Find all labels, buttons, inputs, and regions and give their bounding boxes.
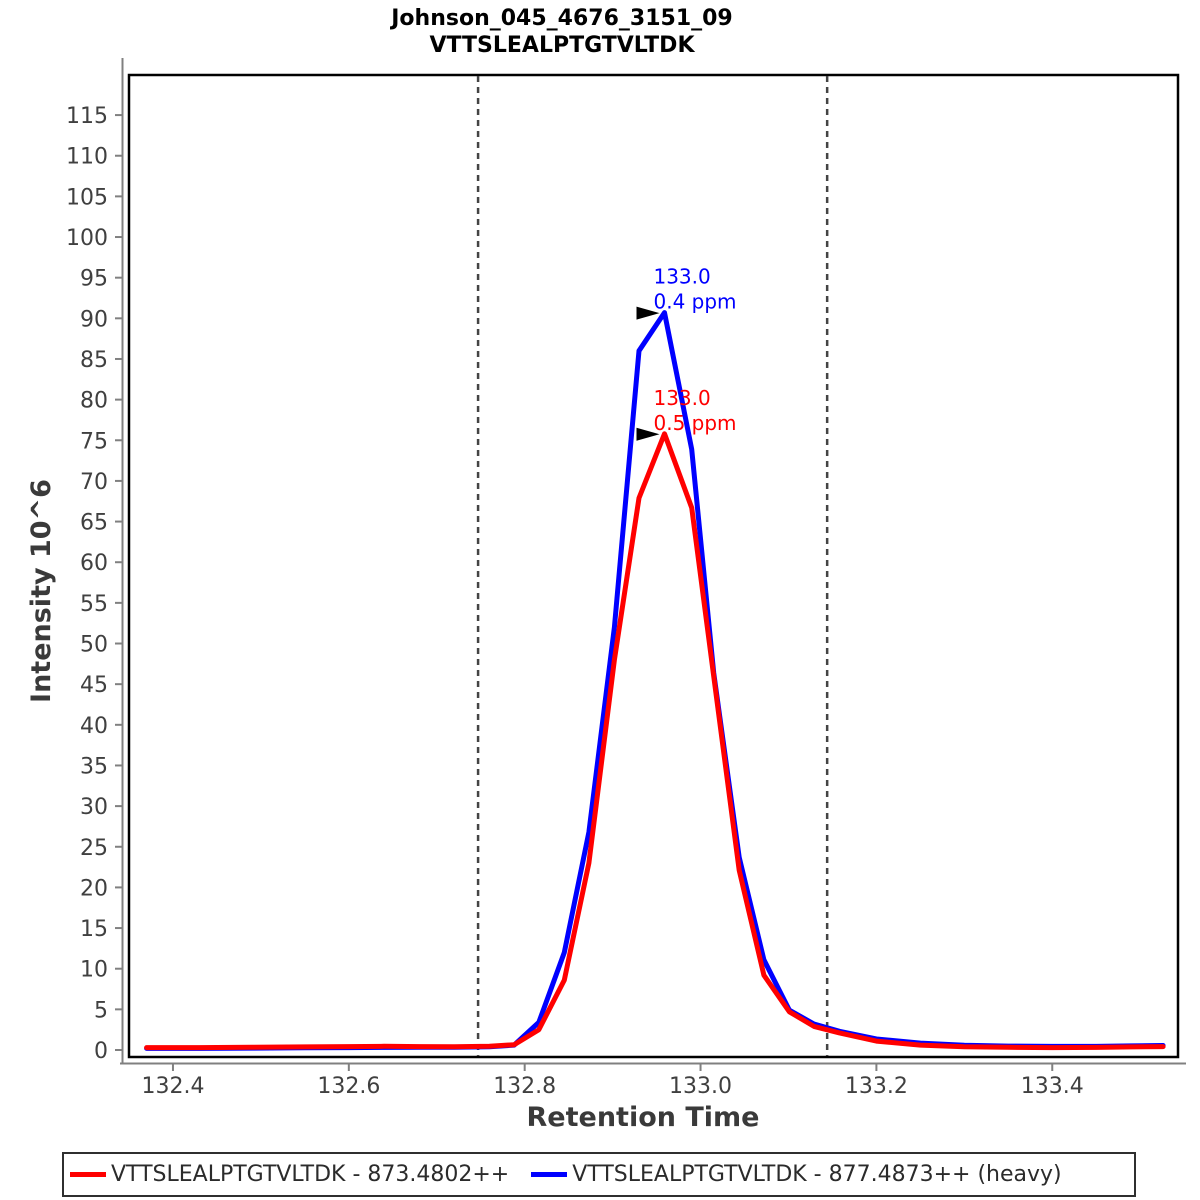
y-tick-label: 100: [66, 226, 108, 251]
legend-line-sample-blue: [531, 1172, 568, 1177]
plot-frame: [127, 73, 1180, 1059]
y-tick-label: 25: [80, 836, 108, 861]
x-axis-title: Retention Time: [526, 1102, 760, 1133]
y-tick-label: 115: [66, 104, 108, 129]
legend-label-light: VTTSLEALPTGTVLTDK - 873.4802++: [111, 1162, 510, 1187]
y-tick-label: 95: [80, 267, 108, 292]
x-tick-label: 133.0: [669, 1074, 732, 1099]
y-tick-label: 50: [80, 633, 108, 658]
legend-item-heavy: VTTSLEALPTGTVLTDK - 877.4873++ (heavy): [531, 1162, 1062, 1187]
peak-rt-label-light: 133.0: [653, 386, 710, 410]
chart-title-run: Johnson_045_4676_3151_09: [391, 6, 733, 31]
peak-ppm-label-light: 0.5 ppm: [653, 411, 736, 435]
y-tick-label: 40: [80, 714, 108, 739]
chart-title-peptide: VTTSLEALPTGTVLTDK: [429, 33, 695, 58]
legend-label-heavy: VTTSLEALPTGTVLTDK - 877.4873++ (heavy): [572, 1162, 1062, 1187]
peak-ppm-label-heavy: 0.4 ppm: [653, 290, 736, 314]
y-tick-label: 15: [80, 917, 108, 942]
y-axis-title: Intensity 10^6: [26, 479, 57, 703]
y-tick-label: 10: [80, 958, 108, 983]
x-tick-label: 132.8: [493, 1074, 556, 1099]
y-tick-label: 70: [80, 470, 108, 495]
x-tick-label: 132.6: [317, 1074, 380, 1099]
x-tick-label: 133.2: [845, 1074, 908, 1099]
x-tick-label: 132.4: [141, 1074, 204, 1099]
x-tick-label: 133.4: [1021, 1074, 1084, 1099]
y-tick-label: 30: [80, 795, 108, 820]
legend: VTTSLEALPTGTVLTDK - 873.4802++ VTTSLEALP…: [62, 1152, 1136, 1197]
peak-rt-label-heavy: 133.0: [653, 265, 710, 289]
y-tick-label: 105: [66, 185, 108, 210]
y-tick-label: 110: [66, 145, 108, 170]
y-tick-label: 90: [80, 307, 108, 332]
y-tick-label: 5: [94, 998, 108, 1023]
y-tick-label: 60: [80, 551, 108, 576]
peak-arrow-heavy: [636, 306, 660, 320]
peak-arrow-light: [636, 427, 660, 441]
y-tick-label: 45: [80, 673, 108, 698]
y-tick-label: 65: [80, 511, 108, 536]
y-tick-label: 75: [80, 429, 108, 454]
y-tick-label: 80: [80, 389, 108, 414]
series-line-light: [144, 431, 1166, 1051]
y-tick-label: 35: [80, 754, 108, 779]
legend-line-sample-red: [70, 1172, 106, 1177]
y-tick-label: 85: [80, 348, 108, 373]
y-tick-label: 0: [94, 1039, 108, 1064]
y-tick-label: 20: [80, 876, 108, 901]
y-tick-label: 55: [80, 592, 108, 617]
legend-item-light: VTTSLEALPTGTVLTDK - 873.4802++: [70, 1162, 509, 1187]
